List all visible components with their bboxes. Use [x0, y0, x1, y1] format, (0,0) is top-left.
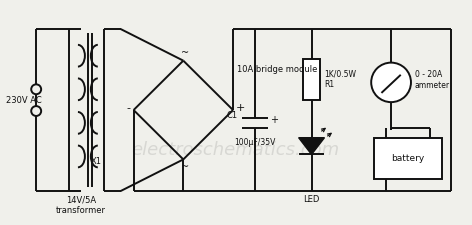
Bar [374, 138, 442, 179]
Text: -: - [126, 103, 131, 113]
Text: ~: ~ [181, 162, 189, 172]
Bar [303, 59, 320, 100]
Text: 0 - 20A
ammeter: 0 - 20A ammeter [415, 70, 450, 90]
Text: electroschematics.com: electroschematics.com [131, 141, 339, 159]
Text: C1: C1 [227, 111, 238, 120]
Text: ~: ~ [181, 48, 189, 58]
Text: 230V AC: 230V AC [6, 96, 42, 105]
Text: LED: LED [303, 195, 320, 204]
Text: +: + [236, 103, 245, 113]
Circle shape [371, 63, 411, 102]
Text: 14V/5A
transformer: 14V/5A transformer [56, 196, 106, 215]
Polygon shape [299, 138, 324, 155]
Text: 1K/0.5W
R1: 1K/0.5W R1 [324, 70, 356, 89]
Text: battery: battery [391, 154, 425, 163]
Text: 100μF/35V: 100μF/35V [234, 138, 276, 147]
Text: +: + [270, 115, 278, 125]
Text: 10A bridge module: 10A bridge module [237, 65, 317, 74]
Text: X1: X1 [90, 158, 101, 166]
